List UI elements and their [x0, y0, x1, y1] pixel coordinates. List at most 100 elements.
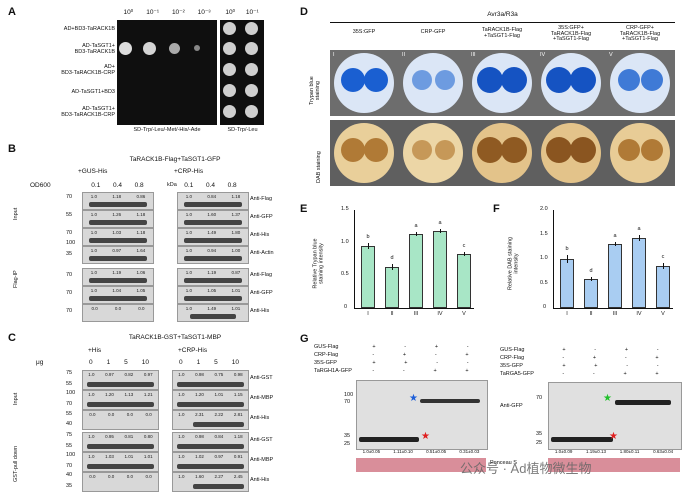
e-sig-letter: b — [366, 234, 370, 241]
e-plot-area: b d a a c I II III IV V — [354, 210, 474, 317]
panel-a-label: A — [8, 6, 16, 18]
od-value: 0.4 — [205, 182, 215, 189]
section-input-label: Input — [13, 207, 19, 220]
blot-b-right-7: 1.0 1.49 1.01 — [177, 304, 249, 322]
g-row-label: CRP-Flag — [314, 352, 339, 358]
e-sig-letter: d — [390, 254, 394, 261]
g-row-label: TaRGH1A-GFP — [314, 368, 352, 374]
yeast-spot — [245, 84, 258, 97]
amount-value: 5 — [214, 359, 218, 366]
e-errorbar — [368, 243, 369, 249]
e-bar — [384, 266, 400, 308]
leaf-dab-III — [472, 123, 532, 183]
antibody-label: Anti-Actin — [250, 250, 274, 256]
mw-marker: 40 — [66, 472, 73, 478]
antibody-label: Anti-His — [250, 415, 270, 421]
medium-label-selective: SD-Trp/-Leu/-Met/-His/-Ade — [133, 127, 201, 133]
e-sig-letter: a — [414, 223, 418, 230]
treatment-label: CRP-GFP — [420, 29, 446, 35]
band — [615, 400, 671, 405]
antibody-label: Anti-MBP — [250, 395, 274, 401]
mw-marker: 70 — [66, 290, 73, 296]
mw-marker: 70 — [66, 194, 73, 200]
y2h-row-label: AD-TaSGT1+BD3 — [71, 89, 115, 95]
dilution-labels-right: 10⁰ 10⁻¹ — [220, 9, 264, 17]
amounts-right: 0 1 5 10 — [172, 359, 246, 367]
g-row-label: 35S-GFP — [314, 360, 337, 366]
antibody-label: Anti-GFP — [250, 290, 273, 296]
dilution-label: 10⁻¹ — [146, 9, 160, 16]
e-category: III — [413, 311, 419, 317]
blot-b-left-6: 1.0 1.04 1.05 — [82, 286, 154, 304]
leaf-trypan-IV — [541, 53, 601, 113]
blot-b-right-4: 1.0 0.94 1.00 — [177, 246, 249, 264]
amount-value: 1 — [196, 359, 201, 366]
od-value: 0.1 — [184, 182, 194, 189]
yeast-spot — [143, 42, 156, 55]
panel-b: TaRACK1B-Flag+TaSGT1-GFP +GUS-His +CRP-H… — [0, 140, 290, 330]
f-ytick: 1.0 — [540, 255, 548, 261]
f-bar — [607, 244, 623, 308]
antibody-label: Anti-Flag — [250, 272, 273, 278]
dilution-label: 10⁰ — [225, 9, 236, 16]
f-x-axis — [553, 308, 673, 309]
mw-marker: 70 — [66, 401, 73, 407]
mw-marker: 70 — [536, 395, 543, 401]
amount-value: 1 — [106, 359, 111, 366]
leaf-trypan-III — [472, 53, 532, 113]
dilution-label: 10⁰ — [123, 9, 134, 16]
panel-b-group-right: +CRP-His — [174, 168, 204, 175]
blot-b-left-3: 1.0 1.03 1.18 — [82, 228, 154, 246]
star-icon: ★ — [421, 431, 430, 442]
g-row-label: GUS-Flag — [500, 347, 525, 353]
panel-c-title: TaRACK1B-GST+TaSGT1-MBP — [128, 334, 222, 341]
panel-d: Avr3a/R3a Trypan blue staining DAB stain… — [300, 0, 688, 200]
f-ytick: 1.5 — [540, 230, 548, 237]
yeast-spot — [245, 105, 258, 118]
amount-value: 10 — [141, 359, 149, 366]
leaf-trypan-V — [610, 53, 670, 113]
blot-c-left-1: 1.0 0.97 0.82 0.97 — [82, 370, 159, 390]
od-label: OD600 — [30, 182, 51, 189]
f-errorbar — [663, 263, 664, 270]
panel-b-label: B — [8, 143, 16, 155]
panel-b-group-left: +GUS-His — [78, 168, 108, 175]
blot-b-right-1: 1.0 0.84 1.18 — [177, 192, 249, 210]
g-left-values: 1.0±0.05 1.11±0.10 0.51±0.05 0.31±0.03 — [362, 449, 480, 454]
blot-c-right-6: 1.0 1.60 2.27 2.45 — [172, 472, 249, 492]
blot-b-right-6: 1.0 1.05 1.01 — [177, 286, 249, 304]
antibody-label: Anti-GFP — [250, 214, 273, 220]
mw-marker: 55 — [66, 212, 73, 218]
yeast-spot — [194, 45, 200, 51]
f-sig-letter: a — [613, 233, 617, 240]
blot-c-left-3: 0.0 0.0 0.0 0.0 — [82, 410, 159, 430]
band — [551, 437, 613, 442]
antibody-label: Anti-GST — [250, 437, 273, 443]
panel-e-label: E — [300, 203, 308, 215]
mw-marker: 100 — [344, 392, 354, 398]
f-sig-letter: b — [565, 246, 569, 253]
leaf-dab-V — [610, 123, 670, 183]
od-values-right: 0.1 0.4 0.8 — [178, 182, 243, 190]
yeast-spot — [169, 43, 180, 54]
f-category: V — [661, 311, 665, 317]
band — [420, 399, 480, 403]
amount-value: 5 — [124, 359, 128, 366]
band — [359, 437, 419, 442]
blot-b-left-1: 1.0 1.18 0.86 — [82, 192, 154, 210]
watermark: 公众号 · Ad植物微生物 — [460, 461, 592, 476]
yeast-plate-selective — [117, 20, 217, 125]
leaf-dab-I — [334, 123, 394, 183]
mw-marker: 35 — [344, 433, 351, 439]
dilution-label: 10⁻³ — [197, 9, 211, 16]
blot-b-left-5: 1.0 1.19 1.06 — [82, 268, 154, 286]
amount-value: 0 — [88, 359, 93, 366]
e-bar — [408, 234, 424, 308]
treatment-label: 35S:GFP+ TaRACK1B-Flag +TaSGT1-Flag — [550, 25, 592, 42]
panel-c: TaRACK1B-GST+TaSGT1-MBP +His +CRP-His μg… — [0, 330, 290, 500]
antibody-label: Anti-His — [250, 232, 270, 238]
blot-c-left-5: 1.0 1.03 1.01 1.01 — [82, 452, 159, 472]
g-row-label: 35S-GFP — [500, 363, 523, 369]
e-ytick: 0 — [344, 304, 348, 310]
f-category: I — [566, 311, 568, 317]
